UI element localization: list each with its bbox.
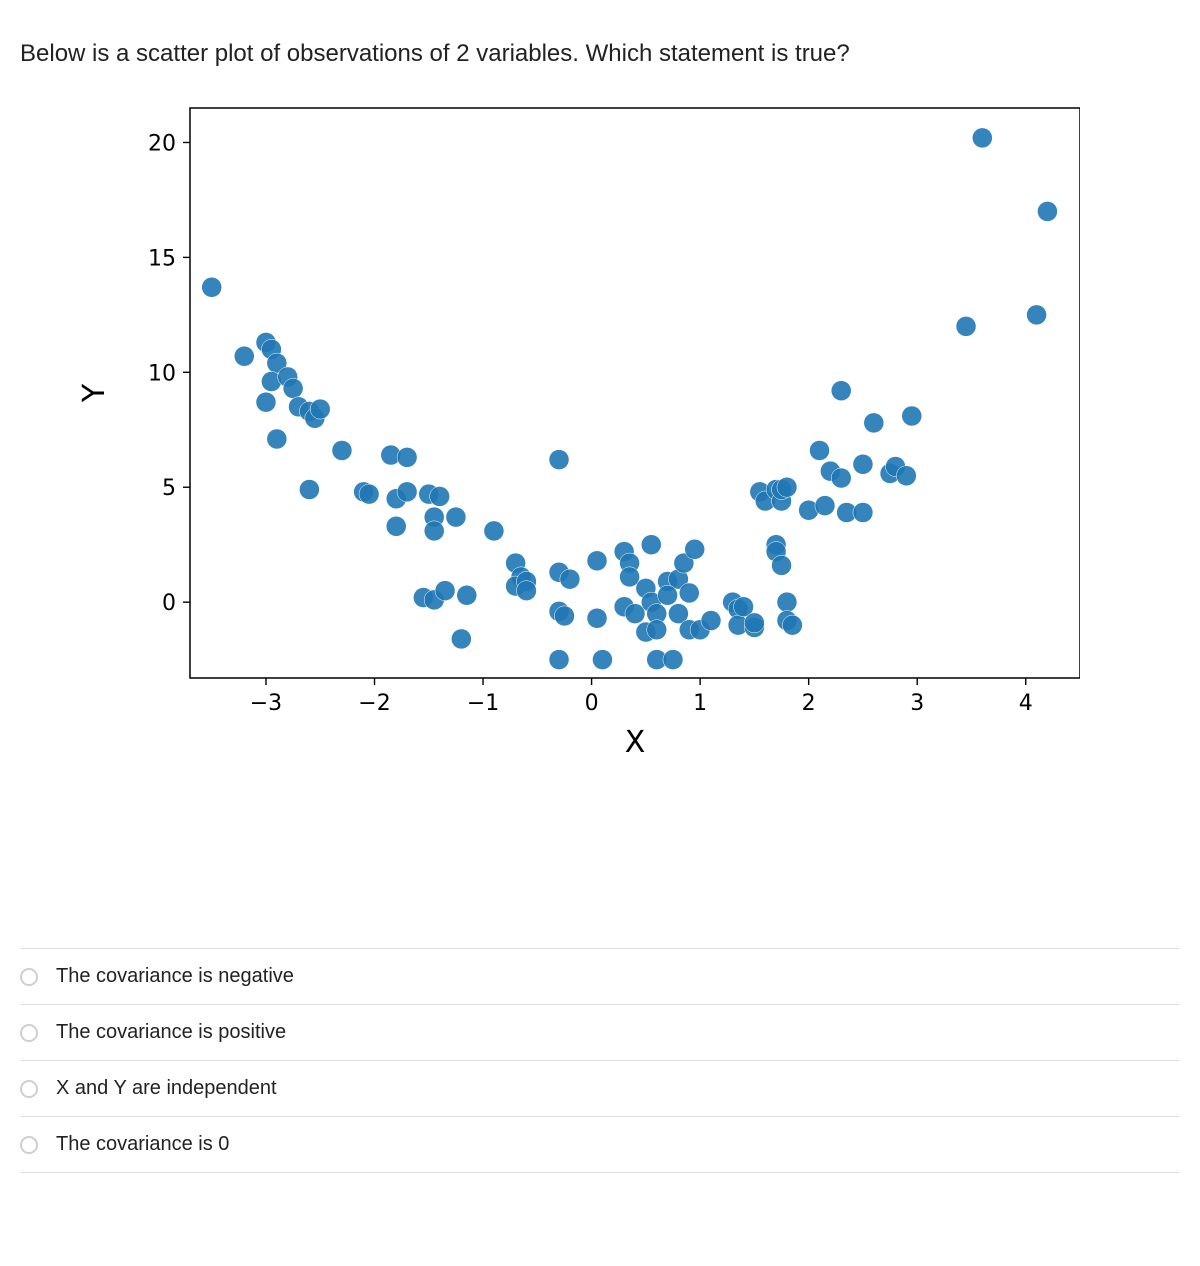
scatter-chart: −3 −2 −1 0 1 2 3 4 0 5 10 15 20 X Y [60,98,1080,788]
answer-label: The covariance is 0 [56,1133,229,1156]
answer-option[interactable]: X and Y are independent [20,1061,1180,1117]
svg-text:1: 1 [693,691,707,716]
radio-icon[interactable] [20,968,38,986]
answer-option[interactable]: The covariance is 0 [20,1117,1180,1173]
svg-text:X: X [625,725,646,760]
answer-label: X and Y are independent [56,1077,277,1100]
svg-text:4: 4 [1019,691,1033,716]
answer-option[interactable]: The covariance is negative [20,949,1180,1005]
svg-text:0: 0 [585,691,599,716]
svg-text:10: 10 [148,361,176,386]
answer-option[interactable]: The covariance is positive [20,1005,1180,1061]
answer-label: The covariance is negative [56,965,294,988]
chart-container: −3 −2 −1 0 1 2 3 4 0 5 10 15 20 X Y [20,98,1180,788]
svg-text:0: 0 [162,591,176,616]
question-text: Below is a scatter plot of observations … [20,40,1180,68]
svg-text:−3: −3 [250,691,282,716]
svg-text:Y: Y [77,383,112,403]
svg-text:2: 2 [802,691,816,716]
svg-text:3: 3 [910,691,924,716]
svg-text:5: 5 [162,476,176,501]
answer-list: The covariance is negative The covarianc… [20,948,1180,1173]
answer-label: The covariance is positive [56,1021,286,1044]
svg-text:−2: −2 [358,691,390,716]
radio-icon[interactable] [20,1080,38,1098]
svg-text:−1: −1 [467,691,499,716]
radio-icon[interactable] [20,1136,38,1154]
radio-icon[interactable] [20,1024,38,1042]
svg-text:15: 15 [148,246,176,271]
svg-text:20: 20 [148,131,176,156]
